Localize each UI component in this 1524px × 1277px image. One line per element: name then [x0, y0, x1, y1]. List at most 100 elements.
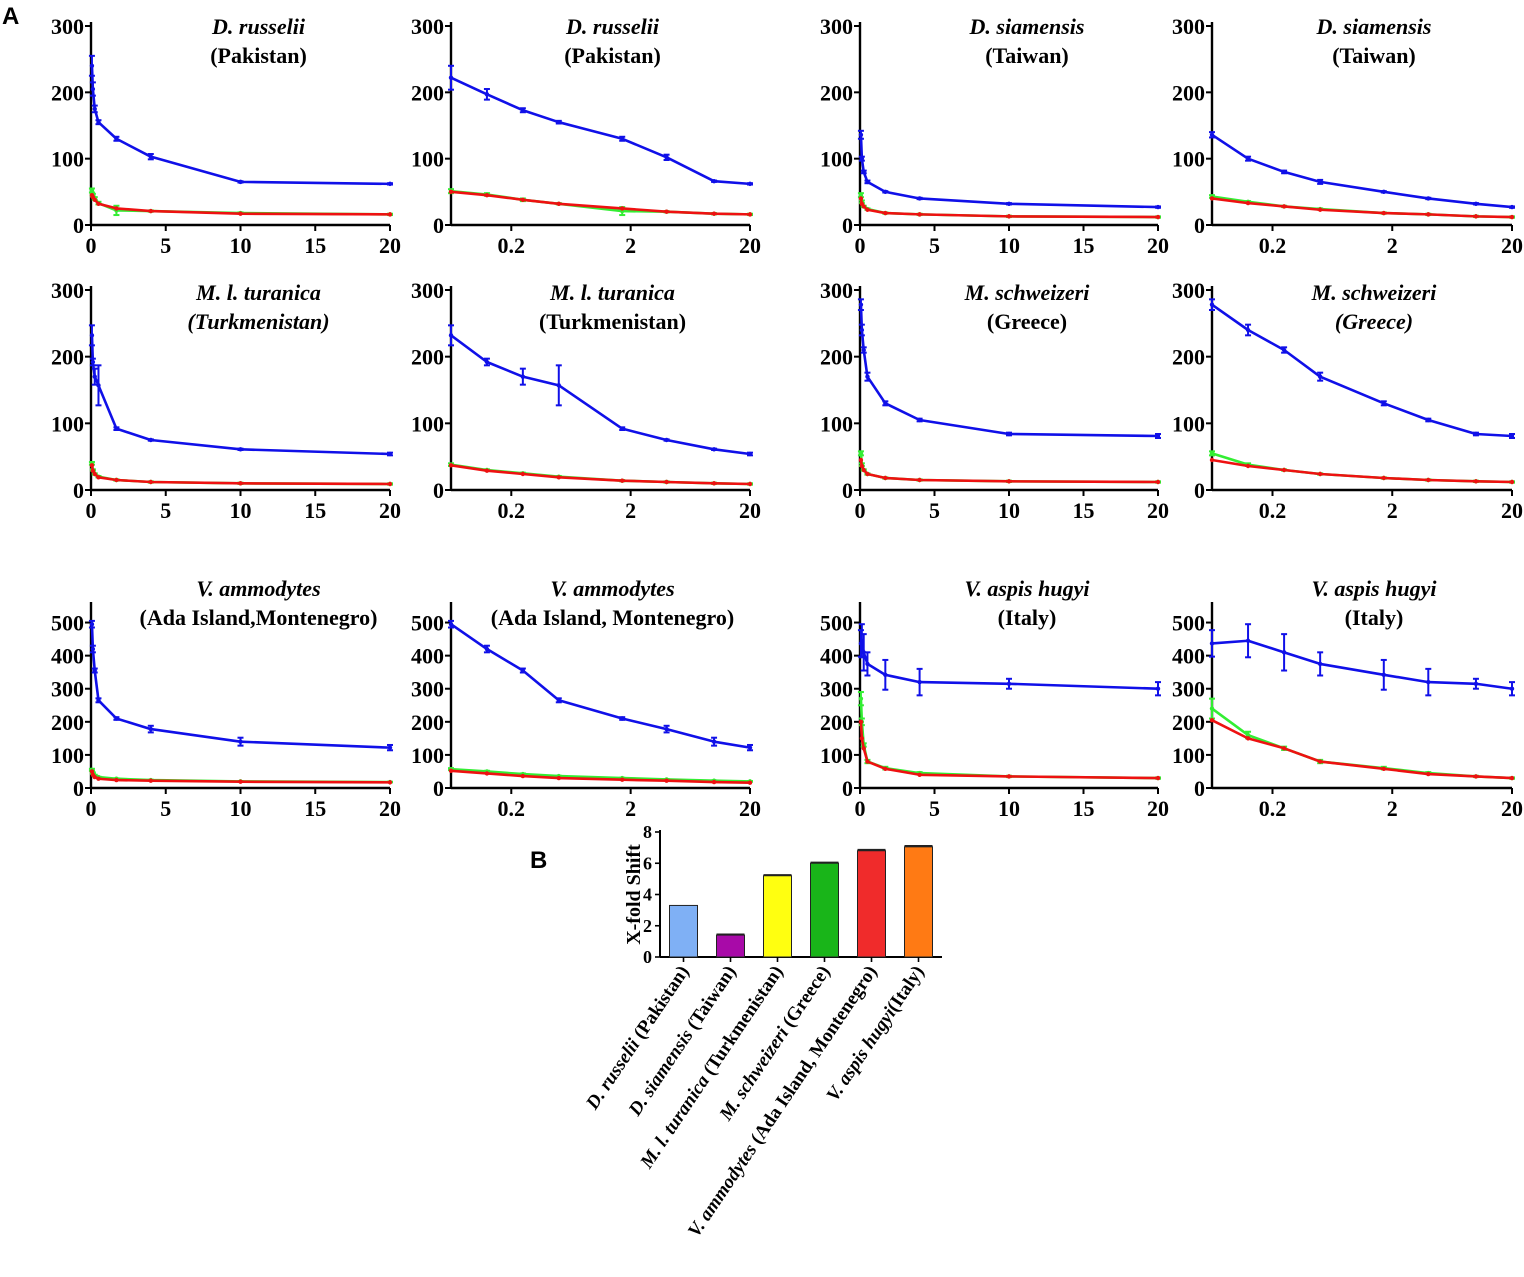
data-point-red: [92, 774, 97, 780]
data-point-red: [90, 468, 96, 473]
y-tick-label: 300: [411, 278, 444, 303]
data-point-red: [865, 207, 870, 212]
y-tick-label: 200: [51, 710, 84, 735]
data-point-red: [664, 479, 669, 485]
y-tick-label: 300: [1172, 14, 1205, 39]
chart-title-location: (Ada Island, Montenegro): [491, 605, 734, 630]
data-point-red: [520, 773, 526, 779]
data-point-red: [711, 779, 717, 785]
chart-title-species: V. aspis hugyi: [965, 576, 1091, 601]
data-point-red: [1209, 457, 1215, 463]
x-tick-label: 0.2: [1259, 233, 1287, 258]
series-line-green: [450, 189, 751, 216]
data-point-red: [238, 779, 243, 784]
y-tick-label: 8: [643, 822, 652, 842]
line-chart-panel-5: 0 100 200 300 0 5 10 15 20 M. l. turanica (Turkmen…: [51, 278, 401, 523]
series-line-blue: [1211, 303, 1513, 438]
series-line-blue: [90, 65, 391, 186]
y-tick-label: 0: [433, 776, 444, 801]
y-tick-label: 300: [820, 677, 853, 702]
y-tick-label: 300: [1172, 278, 1205, 303]
data-point-red: [1317, 471, 1323, 477]
x-tick-label: 0: [86, 796, 97, 821]
x-tick-label: 15: [304, 498, 326, 523]
data-point-red: [114, 206, 119, 211]
data-point-red: [1155, 479, 1161, 485]
data-point-red: [1317, 207, 1323, 212]
data-point-red: [520, 471, 526, 477]
y-tick-label: 100: [820, 147, 853, 172]
chart-title-location: (Italy): [998, 605, 1057, 630]
chart-title-location: (Turkmenistan): [539, 309, 686, 334]
data-point-red: [620, 777, 625, 782]
series-line-green: [859, 453, 1159, 484]
data-point-red: [448, 189, 454, 195]
data-point-red: [1209, 717, 1215, 723]
data-point-red: [1281, 746, 1287, 751]
chart-title-location: (Greece): [1335, 309, 1413, 334]
data-point-red: [865, 471, 870, 477]
bar-1: [669, 904, 698, 958]
data-point-red: [859, 463, 865, 469]
y-tick-label: 100: [51, 147, 84, 172]
data-point-red: [865, 759, 870, 764]
chart-title-species: V. aspis hugyi: [1312, 576, 1438, 601]
data-point-red: [96, 201, 101, 206]
data-point-red: [859, 736, 865, 741]
x-tick-label: 0: [855, 498, 866, 523]
chart-title-location: (Italy): [1345, 605, 1404, 630]
data-point-red: [484, 771, 490, 776]
data-point-red: [387, 481, 393, 487]
y-tick-label: 200: [820, 80, 853, 105]
data-point-red: [387, 212, 393, 217]
series-line-blue: [1211, 639, 1513, 691]
y-tick-label: 0: [842, 776, 853, 801]
data-point-red: [1155, 214, 1161, 220]
data-point-red: [114, 477, 119, 483]
data-point-red: [858, 457, 864, 463]
x-tick-label: 2: [1387, 796, 1398, 821]
line-chart-panel-10: 0 100 200 300 400 500 0.2 2 20 V. ammodytes (Ada I…: [411, 576, 761, 821]
x-tick-label: 15: [1073, 233, 1095, 258]
chart-title-location: (Turkmenistan): [187, 309, 329, 334]
series-line-green: [859, 698, 1159, 780]
x-tick-label: 20: [1501, 233, 1523, 258]
data-point-red: [1245, 463, 1251, 469]
y-tick-label: 300: [411, 677, 444, 702]
x-tick-label: 5: [160, 796, 171, 821]
y-tick-label: 0: [433, 478, 444, 503]
x-tick-label: 5: [160, 233, 171, 258]
y-tick-label: 400: [51, 644, 84, 669]
data-point-red: [861, 204, 866, 209]
bar-2: [716, 934, 745, 958]
chart-title-location: (Taiwan): [985, 43, 1069, 68]
data-point-red: [917, 212, 922, 217]
series-line-blue: [859, 134, 1159, 209]
data-point-red: [861, 467, 866, 473]
y-tick-label: 4: [643, 885, 652, 905]
y-tick-label: 100: [51, 411, 84, 436]
x-tick-label: 0: [855, 233, 866, 258]
y-tick-label: 300: [51, 278, 84, 303]
y-tick-label: 0: [1194, 478, 1205, 503]
chart-title-species: M. l. turanica: [549, 280, 675, 305]
data-point-red: [148, 208, 153, 214]
data-point-red: [917, 772, 922, 777]
series-line-blue: [450, 623, 751, 749]
data-point-red: [747, 212, 753, 217]
data-point-red: [711, 481, 717, 486]
x-tick-label: 20: [739, 498, 761, 523]
y-tick-label: 200: [51, 345, 84, 370]
data-point-red: [1281, 204, 1287, 209]
panel-a-label: A: [2, 3, 19, 30]
data-point-red: [89, 463, 95, 468]
data-point-red: [556, 201, 561, 206]
y-tick-label: 100: [1172, 147, 1205, 172]
line-chart-panel-9: 0 100 200 300 400 500 0 5 10 15 20 V. ammodytes (Ada…: [51, 576, 401, 821]
y-tick-label: 500: [820, 611, 853, 636]
y-tick-label: 0: [1194, 776, 1205, 801]
line-chart-panel-8: 0 100 200 300 0.2 2 20 M. schweizeri (Greece): [1172, 278, 1523, 523]
data-point-red: [1281, 467, 1287, 473]
y-tick-label: 100: [411, 411, 444, 436]
x-tick-label: 20: [1147, 796, 1169, 821]
